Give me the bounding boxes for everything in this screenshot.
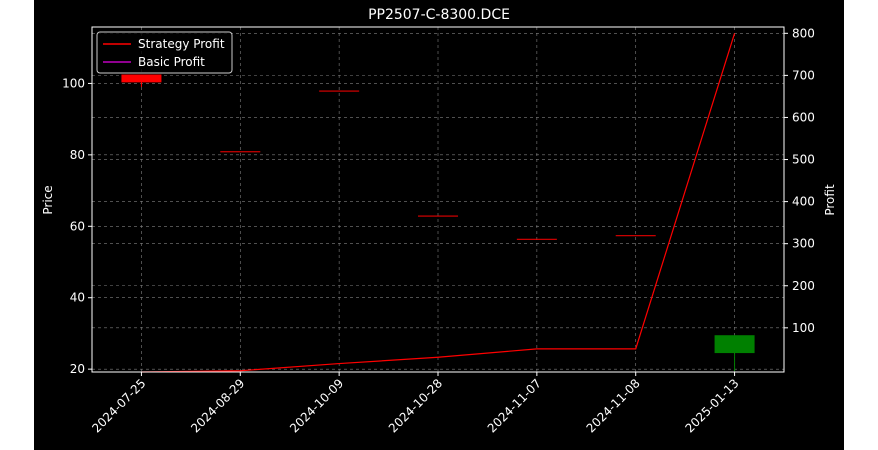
left-axis-ticks: 20 40 60 80 100 xyxy=(62,76,92,376)
candle-body xyxy=(615,235,656,237)
y-tick-label: 100 xyxy=(62,76,85,90)
y-tick-label: 40 xyxy=(70,291,85,305)
chart-background xyxy=(34,0,844,450)
candle-body xyxy=(516,238,557,240)
y2-tick-label: 500 xyxy=(792,153,815,167)
y-tick-label: 80 xyxy=(70,148,85,162)
legend-label-strategy-profit: Strategy Profit xyxy=(138,37,225,51)
chart-title: PP2507-C-8300.DCE xyxy=(368,7,510,23)
y2-tick-label: 300 xyxy=(792,237,815,251)
y2-tick-label: 600 xyxy=(792,110,815,124)
series-line-strategy-profit xyxy=(141,33,736,373)
candlesticks xyxy=(121,74,755,371)
y2-axis-label: Profit xyxy=(823,184,837,216)
y-tick-label: 60 xyxy=(70,219,85,233)
y-axis-label: Price xyxy=(41,185,55,214)
y2-tick-label: 800 xyxy=(792,26,815,40)
right-axis-ticks: 100 200 300 400 500 600 700 800 xyxy=(784,26,815,335)
candle-body xyxy=(418,215,458,217)
candle-body xyxy=(121,74,162,83)
legend: Strategy Profit Basic Profit xyxy=(96,31,233,74)
candle-body xyxy=(714,335,755,354)
candle-body xyxy=(220,151,261,153)
y2-tick-label: 200 xyxy=(792,279,815,293)
profit-lines xyxy=(141,33,736,373)
legend-label-basic-profit: Basic Profit xyxy=(138,55,205,69)
y2-tick-label: 700 xyxy=(792,68,815,82)
y2-tick-label: 400 xyxy=(792,195,815,209)
candle-body xyxy=(319,90,360,92)
y2-tick-label: 100 xyxy=(792,321,815,335)
y-tick-label: 20 xyxy=(70,362,85,376)
